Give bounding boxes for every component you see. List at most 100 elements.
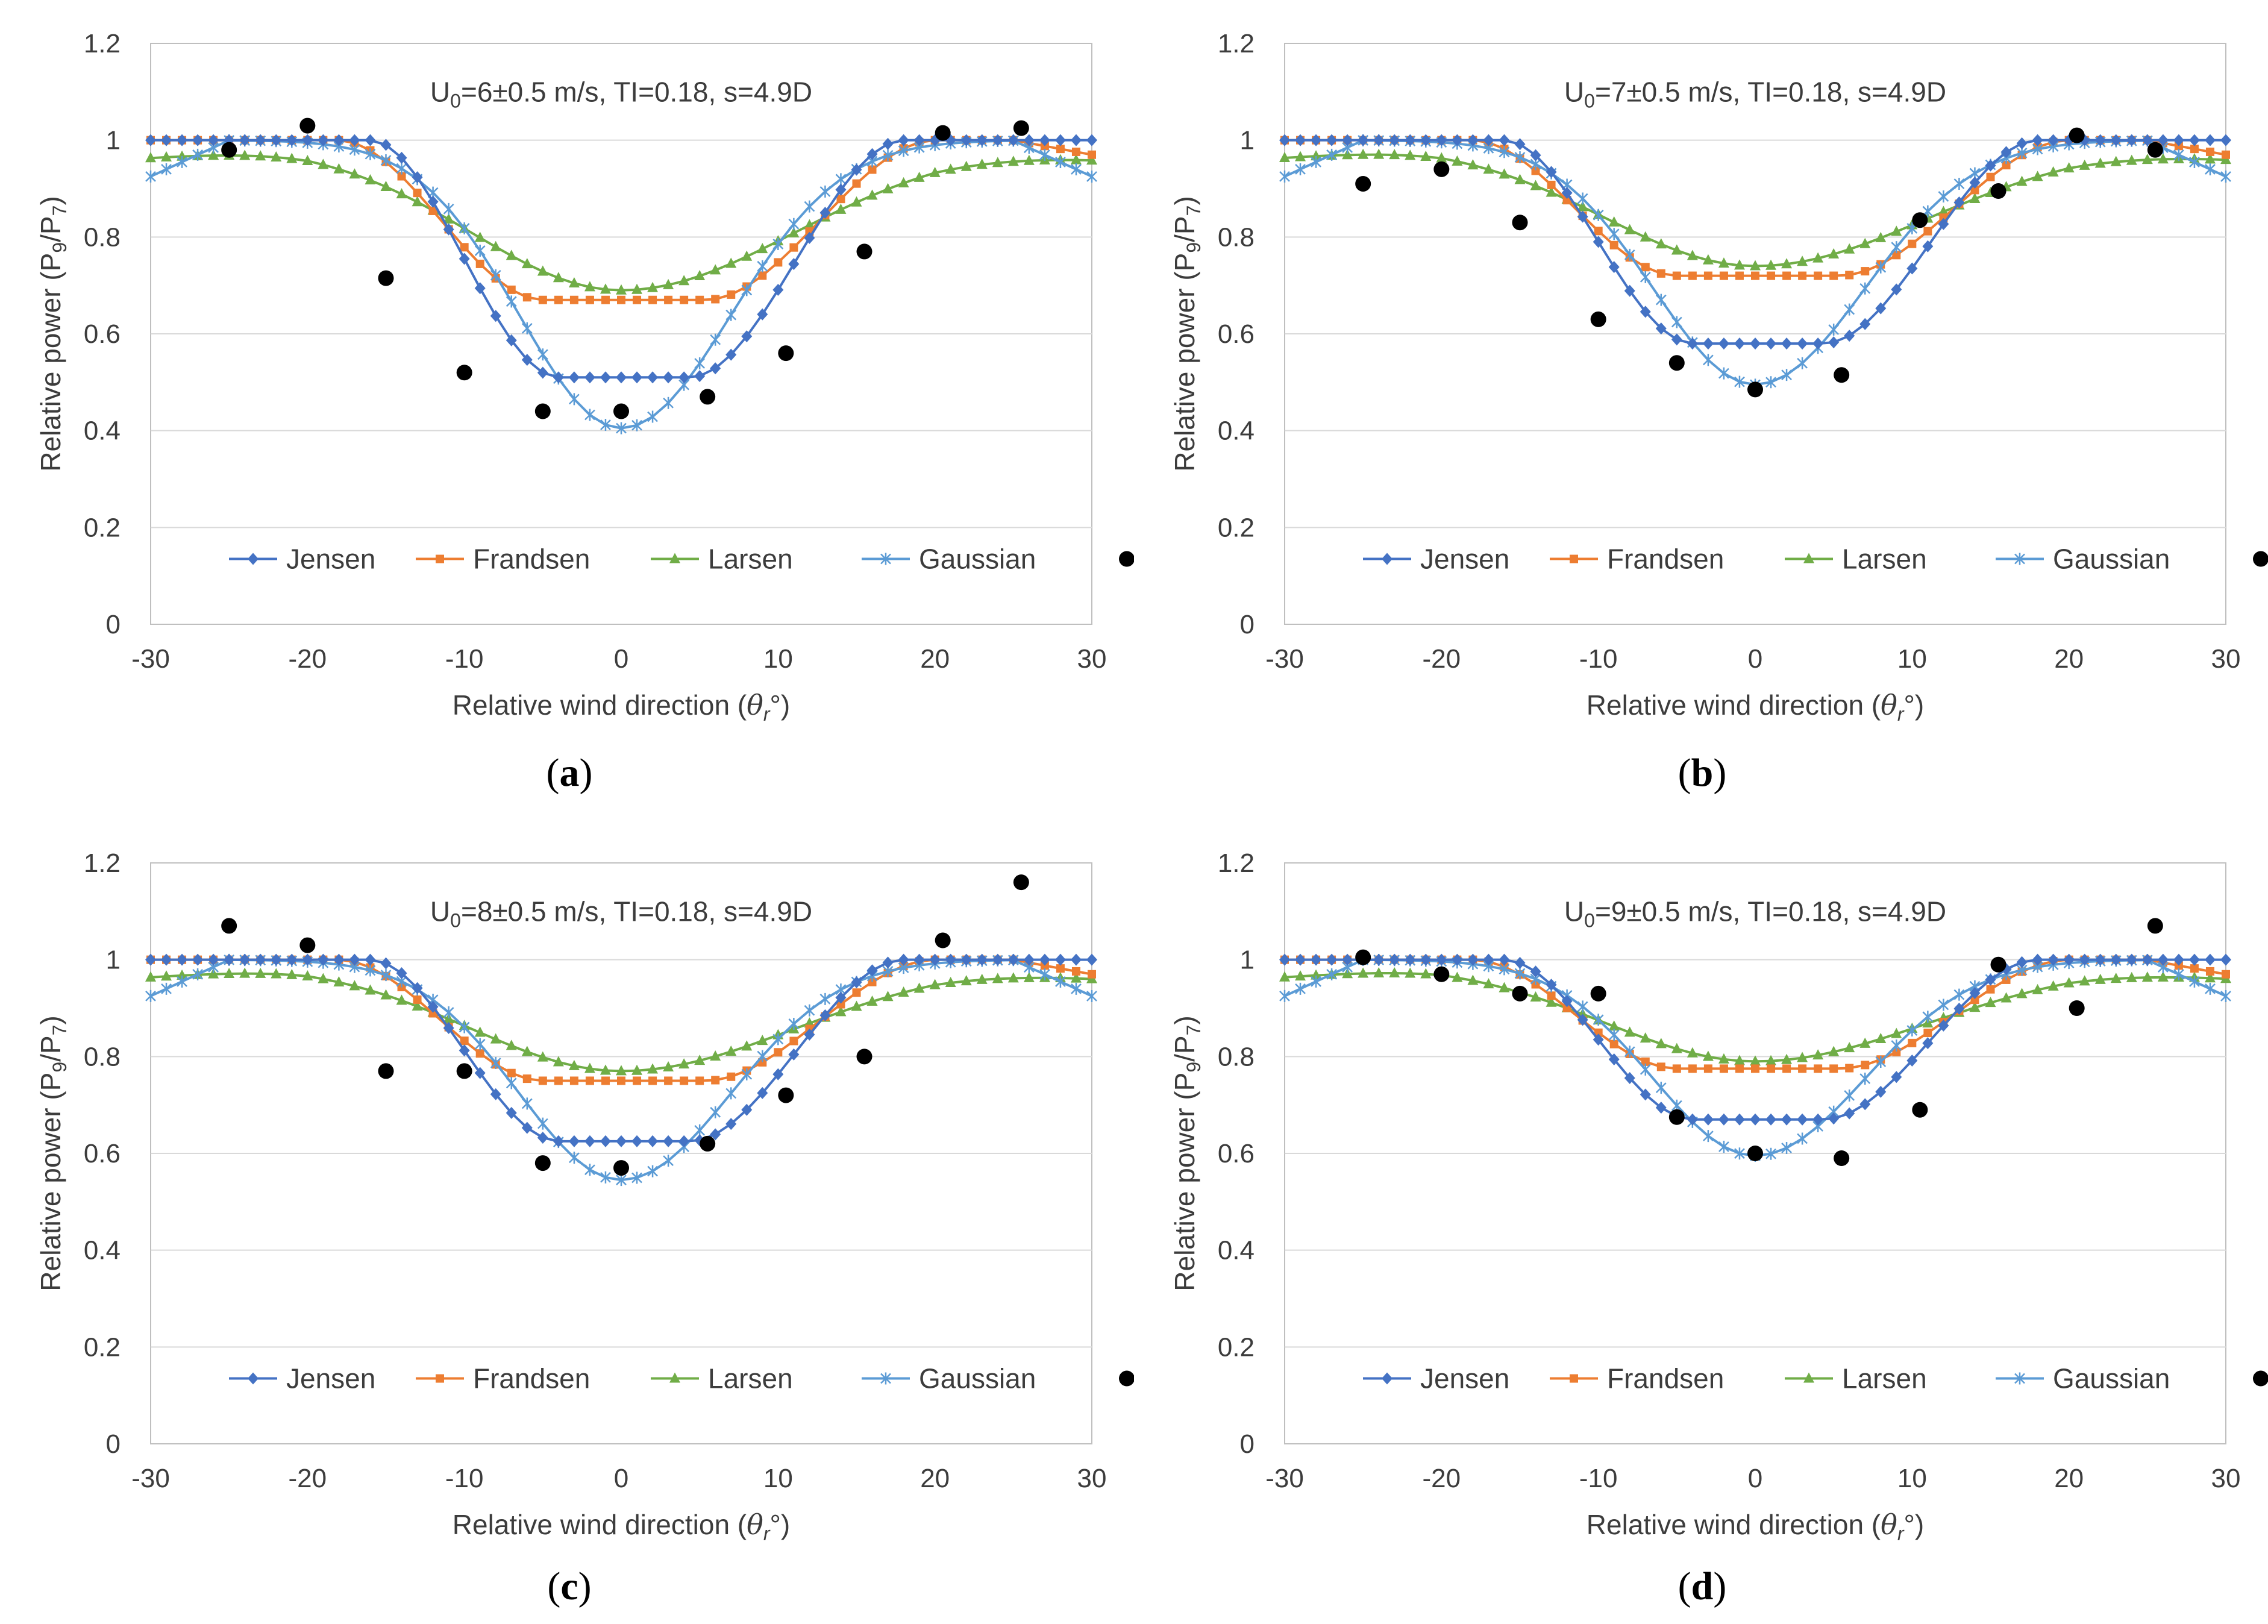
larsen-point <box>2016 175 2028 186</box>
frandsen-point <box>2222 150 2230 159</box>
jensen-point <box>898 134 909 146</box>
gaussian-point <box>443 202 454 215</box>
larsen-point <box>286 968 298 979</box>
frandsen-point <box>664 295 673 304</box>
frandsen-point <box>695 1076 704 1085</box>
jensen-point <box>412 171 423 184</box>
gaussian-point <box>2220 170 2231 183</box>
larsen-point <box>255 150 266 161</box>
larsen-point <box>1844 1042 1855 1053</box>
jensen-point <box>380 139 392 151</box>
frandsen-point <box>680 295 689 304</box>
frandsen-point <box>507 285 516 294</box>
scada-point <box>935 125 951 141</box>
frandsen-point <box>1703 271 1712 280</box>
gaussian-point <box>1844 1089 1855 1102</box>
larsen-point <box>1499 168 1510 179</box>
gaussian-point <box>1891 1039 1902 1052</box>
larsen-point <box>474 1026 486 1037</box>
frandsen-point <box>1814 271 1823 280</box>
gaussian-point <box>584 409 595 421</box>
scada-point <box>1355 175 1371 192</box>
larsen-point <box>553 272 564 283</box>
legend-marker-jensen <box>248 1372 258 1385</box>
gaussian-point <box>2205 982 2216 995</box>
x-tick-label: 0 <box>614 644 628 674</box>
x-tick-label: -20 <box>289 1464 327 1493</box>
larsen-point <box>380 989 392 1000</box>
larsen-point <box>2141 154 2153 165</box>
frandsen-point <box>2205 147 2214 156</box>
gaussian-point <box>1326 968 1337 980</box>
gaussian-point <box>772 1033 784 1046</box>
x-tick-label: 30 <box>2211 644 2241 674</box>
larsen-point <box>318 158 329 169</box>
frandsen-point <box>1798 271 1807 280</box>
y-tick-label: 0.4 <box>1218 1236 1255 1265</box>
larsen-point <box>1781 1053 1793 1064</box>
jensen-point <box>1326 953 1338 966</box>
frandsen-point <box>554 295 563 304</box>
x-tick-label: -20 <box>1423 1464 1461 1493</box>
jensen-point <box>537 1131 548 1144</box>
gaussian-point <box>177 155 187 168</box>
jensen-point <box>1765 1113 1777 1126</box>
larsen-point <box>490 1033 501 1044</box>
legend-label-gaussian: Gaussian <box>919 1363 1036 1394</box>
jensen-point <box>725 348 737 361</box>
larsen-point <box>945 163 956 174</box>
jensen-point <box>553 371 564 384</box>
jensen-point <box>2204 953 2216 966</box>
larsen-point <box>2126 154 2137 165</box>
y-tick-label: 0.8 <box>1218 1042 1255 1071</box>
frandsen-point <box>1861 1061 1870 1070</box>
gaussian-point <box>1086 989 1097 1002</box>
jensen-point <box>584 1135 595 1147</box>
larsen-point <box>1859 237 1871 248</box>
gaussian-point <box>1938 999 1949 1011</box>
frandsen-point <box>1688 271 1697 280</box>
larsen-point <box>1702 1050 1714 1061</box>
gaussian-point <box>1859 282 1871 295</box>
jensen-point <box>1054 134 1066 146</box>
scada-point <box>1747 381 1763 398</box>
scada-point <box>1834 1150 1850 1167</box>
gaussian-point <box>1055 975 1066 988</box>
x-tick-label: -10 <box>445 1464 484 1493</box>
gaussian-point <box>741 1068 753 1080</box>
gaussian-point <box>663 397 674 409</box>
jensen-point <box>1452 134 1463 146</box>
jensen-point <box>1891 283 1902 296</box>
jensen-point <box>161 134 172 146</box>
frandsen-point <box>633 295 642 304</box>
jensen-point <box>145 134 156 146</box>
frandsen-point <box>1071 147 1080 156</box>
scada-point <box>1747 1146 1763 1161</box>
jensen-point <box>913 134 925 146</box>
larsen-point <box>1023 154 1035 165</box>
scada-point <box>1013 874 1029 891</box>
jensen-point <box>1279 953 1290 966</box>
larsen-point <box>2047 166 2059 177</box>
larsen-point <box>537 265 548 276</box>
y-tick-label: 0 <box>106 610 121 639</box>
larsen-point <box>1844 243 1855 254</box>
scada-point <box>1912 1102 1928 1118</box>
jensen-point <box>1483 953 1494 966</box>
frandsen-point <box>1056 145 1065 154</box>
larsen-point <box>1546 996 1557 1007</box>
frandsen-point <box>774 258 783 267</box>
legend-label-gaussian: Gaussian <box>919 544 1036 575</box>
jensen-point <box>1812 1113 1824 1126</box>
frandsen-point <box>1986 172 1995 181</box>
jensen-point <box>1436 134 1447 146</box>
legend-label-jensen: Jensen <box>286 1363 375 1394</box>
legend-label-larsen: Larsen <box>708 1363 793 1394</box>
jensen-point <box>490 1088 501 1100</box>
larsen-point <box>239 967 251 978</box>
jensen-point <box>960 953 972 966</box>
larsen-point <box>992 157 1003 168</box>
jensen-point <box>302 953 313 966</box>
jensen-point <box>1086 953 1097 966</box>
legend-marker-frandsen <box>436 1374 444 1383</box>
